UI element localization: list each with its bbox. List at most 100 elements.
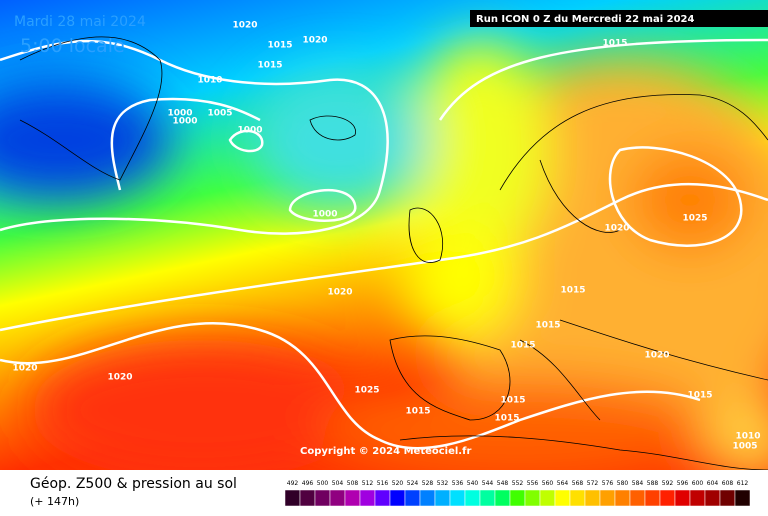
scale-label: 608 — [722, 480, 734, 487]
isobar-label: 1020 — [232, 21, 257, 31]
scale-swatch — [719, 489, 736, 507]
scale-label: 576 — [602, 480, 614, 487]
scale-label: 536 — [452, 480, 464, 487]
scale-swatch — [419, 489, 436, 507]
scale-swatch — [569, 489, 586, 507]
scale-swatch — [359, 489, 376, 507]
isobar-label: 1010 — [735, 432, 760, 442]
scale-swatch — [389, 489, 406, 507]
scale-swatch — [614, 489, 631, 507]
scale-label: 580 — [617, 480, 629, 487]
scale-label: 548 — [497, 480, 509, 487]
scale-label: 596 — [677, 480, 689, 487]
scale-swatch — [644, 489, 661, 507]
scale-swatch — [464, 489, 481, 507]
scale-swatch — [689, 489, 706, 507]
scale-label: 572 — [587, 480, 599, 487]
isobar-label: 1020 — [302, 36, 327, 46]
scale-swatch — [629, 489, 646, 507]
scale-swatch — [344, 489, 361, 507]
scale-label: 600 — [692, 480, 704, 487]
scale-label: 520 — [392, 480, 404, 487]
scale-label: 516 — [377, 480, 389, 487]
scale-swatch — [284, 489, 301, 507]
scale-swatch — [599, 489, 616, 507]
scale-label: 544 — [482, 480, 494, 487]
scale-label: 568 — [572, 480, 584, 487]
coastlines — [19, 36, 768, 471]
forecast-date: Mardi 28 mai 2024 — [14, 14, 146, 30]
lead-time: (+ 147h) — [30, 495, 79, 508]
isobar-label: 1000 — [167, 109, 192, 119]
isobar-label: 1020 — [327, 288, 352, 298]
run-banner — [470, 10, 768, 27]
scale-label: 604 — [707, 480, 719, 487]
scale-swatch — [494, 489, 511, 507]
scale-swatch — [524, 489, 541, 507]
scale-label: 564 — [557, 480, 569, 487]
copyright: Copyright © 2024 Meteociel.fr — [300, 446, 471, 457]
isobar-label: 1020 — [644, 351, 669, 361]
scale-swatch — [329, 489, 346, 507]
isobar-label: 1000 — [237, 126, 262, 136]
scale-swatch — [509, 489, 526, 507]
scale-swatch — [449, 489, 466, 507]
scale-label: 552 — [512, 480, 524, 487]
color-scale: 492 496 500 504 508 512 516 520 524 528 532 536 540 5… — [284, 480, 751, 507]
scale-swatch — [554, 489, 571, 507]
isobar-label: 1015 — [560, 286, 585, 296]
scale-label: 496 — [302, 480, 314, 487]
scale-swatch — [314, 489, 331, 507]
scale-swatch — [734, 489, 751, 507]
isobar-label: 1025 — [354, 386, 379, 396]
isobar-label: 1015 — [267, 41, 292, 51]
scale-label: 532 — [437, 480, 449, 487]
isobars — [0, 38, 768, 450]
scale-label: 612 — [737, 480, 749, 487]
scale-swatch — [659, 489, 676, 507]
scale-swatch — [404, 489, 421, 507]
isobar-label: 1015 — [535, 321, 560, 331]
isobar-label: 1015 — [500, 396, 525, 406]
scale-label: 504 — [332, 480, 344, 487]
scale-label: 508 — [347, 480, 359, 487]
scale-swatch — [539, 489, 556, 507]
scale-swatch — [704, 489, 721, 507]
isobar-label: 1000 — [312, 210, 337, 220]
isobar-label: 1015 — [405, 407, 430, 417]
run-info: Run ICON 0 Z du Mercredi 22 mai 2024 — [476, 14, 694, 25]
map-title: Géop. Z500 & pression au sol — [30, 476, 237, 492]
isobar-label: 1020 — [107, 373, 132, 383]
forecast-time: 5:00 locale — [20, 35, 125, 57]
isobar-label: 1015 — [510, 341, 535, 351]
isobar-label: 1015 — [687, 391, 712, 401]
isobar-label: 1005 — [207, 109, 232, 119]
scale-label: 592 — [662, 480, 674, 487]
isobar-label: 1020 — [12, 364, 37, 374]
scale-label: 560 — [542, 480, 554, 487]
scale-swatch — [374, 489, 391, 507]
scale-label: 540 — [467, 480, 479, 487]
isobar-label: 1025 — [682, 214, 707, 224]
scale-swatch — [434, 489, 451, 507]
isobar-labels: 1020102010151015101010001000100510001000… — [12, 21, 760, 452]
scale-label: 524 — [407, 480, 419, 487]
scale-swatch — [674, 489, 691, 507]
scale-label: 512 — [362, 480, 374, 487]
isobar-label: 1010 — [197, 76, 222, 86]
scale-swatch — [299, 489, 316, 507]
isobar-label: 1020 — [604, 224, 629, 234]
isobar-label: 1015 — [494, 414, 519, 424]
isobar-label: 1005 — [732, 442, 757, 452]
scale-swatch — [479, 489, 496, 507]
isobar-label: 1015 — [602, 39, 627, 49]
scale-label: 492 — [287, 480, 299, 487]
isobar-label: 1015 — [257, 61, 282, 71]
scale-label: 528 — [422, 480, 434, 487]
scale-swatch — [584, 489, 601, 507]
scale-label: 588 — [647, 480, 659, 487]
scale-label: 500 — [317, 480, 329, 487]
isobar-label: 1000 — [172, 117, 197, 127]
